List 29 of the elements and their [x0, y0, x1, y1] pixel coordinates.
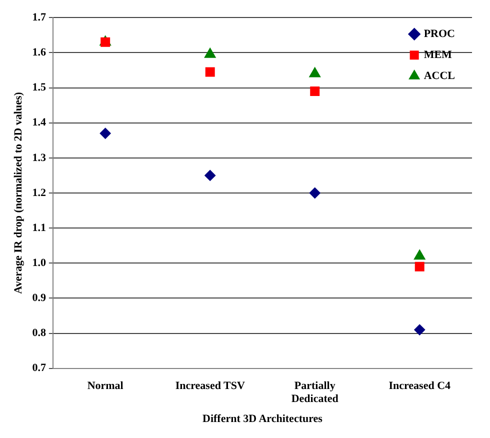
legend-label: ACCL [424, 70, 456, 82]
y-tick-label: 1.4 [32, 116, 46, 129]
point [309, 188, 320, 198]
y-tick-label: 1.3 [32, 152, 46, 164]
x-tick-label: Increased C4 [388, 380, 452, 392]
y-tick-label: 1.2 [32, 186, 46, 199]
point [204, 48, 216, 58]
y-tick-label: 1.6 [32, 46, 46, 59]
y-tick-label: 1.1 [32, 222, 46, 234]
point [414, 262, 424, 272]
point [309, 67, 321, 78]
point [414, 250, 426, 260]
x-tick-label: Partially Dedicated [291, 380, 338, 406]
x-axis-title: Differnt 3D Architectures [202, 413, 324, 426]
point [205, 67, 215, 77]
y-tick-label: 0.8 [32, 327, 46, 340]
legend-label: PROC [424, 28, 456, 40]
point [204, 170, 216, 181]
point [414, 324, 426, 336]
x-tick-label: Increased TSV [175, 380, 245, 392]
y-tick-label: 1.5 [32, 82, 46, 94]
y-axis-title: Average IR drop (normalized to 2D values) [12, 92, 24, 294]
y-tick-label: 1.7 [32, 11, 46, 24]
y-tick-label: 0.9 [32, 292, 46, 304]
y-tick-label: 1.0 [32, 257, 46, 270]
y-tick-label: 0.7 [32, 362, 46, 374]
point [100, 128, 111, 139]
x-tick-label: Normal [87, 380, 124, 392]
point [310, 86, 320, 96]
